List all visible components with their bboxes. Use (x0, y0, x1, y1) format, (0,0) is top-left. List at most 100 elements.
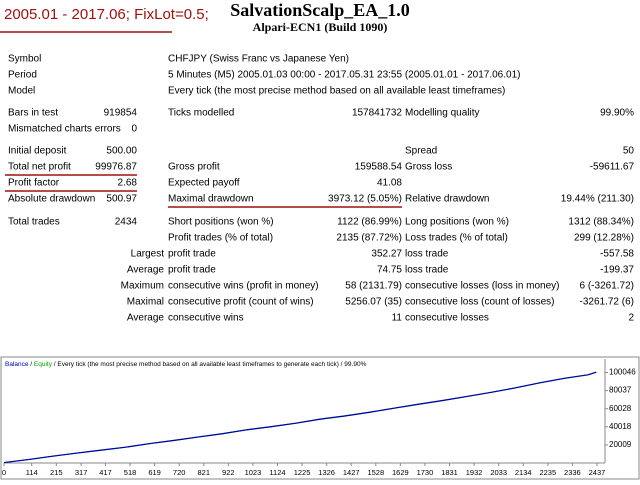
report-cell: consecutive losses (405, 313, 489, 324)
report-cell: 50 (623, 146, 635, 157)
report-cell: Total trades (8, 217, 60, 228)
report-cell: 500.97 (106, 194, 137, 205)
report-cell: Expected payoff (168, 178, 240, 189)
report-cell: loss trade (405, 249, 449, 260)
x-tick-label: 1023 (245, 468, 262, 477)
legend-separator: / (52, 361, 57, 368)
chart-panel (0, 356, 640, 480)
x-tick-label: 619 (148, 468, 161, 477)
report-cell: 2 (628, 313, 634, 324)
report-cell: 5 Minutes (M5) 2005.01.03 00:00 - 2017.0… (168, 70, 520, 81)
report-cell: Bars in test (8, 108, 58, 119)
y-tick-label: 80037 (609, 386, 632, 395)
report-cell: -3261.72 (6) (580, 297, 634, 308)
report-cell: Total net profit (8, 162, 71, 173)
x-tick-label: 1730 (417, 468, 434, 477)
legend-item: Every tick (the most precise method base… (57, 361, 338, 368)
report-cell: consecutive losses (loss in money) (405, 281, 560, 292)
x-tick-label: 518 (124, 468, 137, 477)
report-cell: -557.58 (600, 249, 634, 260)
report-cell: 99.90% (600, 108, 634, 119)
report-cell: Profit factor (8, 178, 60, 189)
report-cell: Average (127, 265, 165, 276)
report-cell: Relative drawdown (405, 194, 490, 205)
x-tick-label: 922 (222, 468, 235, 477)
report-cell: 299 (12.28%) (574, 233, 634, 244)
report-cell: Mismatched charts errors (8, 124, 121, 135)
report-cell: profit trade (168, 265, 216, 276)
report-cell: Profit trades (% of total) (168, 233, 273, 244)
x-tick-label: 1326 (318, 468, 335, 477)
report-cell: -199.37 (600, 265, 634, 276)
x-tick-label: 1831 (441, 468, 458, 477)
x-tick-label: 0 (2, 468, 6, 477)
report-cell: Gross loss (405, 162, 452, 173)
x-tick-label: 2437 (589, 468, 606, 477)
legend-item: 99.90% (344, 361, 366, 368)
report-cell: 6 (-3261.72) (580, 281, 634, 292)
x-tick-label: 1932 (466, 468, 483, 477)
report-cell: Long positions (won %) (405, 217, 509, 228)
report-cell: Maximal (127, 297, 164, 308)
y-tick-label: 60028 (609, 404, 632, 413)
legend: Balance / Equity / Every tick (the most … (5, 361, 367, 368)
legend-item: Balance (5, 361, 29, 368)
x-tick-label: 2033 (490, 468, 507, 477)
report-cell: 500.00 (106, 146, 137, 157)
report-cell: Every tick (the most precise method base… (168, 86, 505, 97)
report-cell: Maximum (121, 281, 164, 292)
report-cell: consecutive profit (count of wins) (168, 297, 314, 308)
report-cell: Ticks modelled (168, 108, 234, 119)
report-cell: consecutive wins (profit in money) (168, 281, 319, 292)
report-cell: CHFJPY (Swiss Franc vs Japanese Yen) (168, 54, 349, 65)
x-tick-label: 720 (173, 468, 186, 477)
report-cell: 352.27 (371, 249, 402, 260)
report-cell: Symbol (8, 54, 41, 65)
report-cell: 5256.07 (35) (345, 297, 402, 308)
report-cell: 2.68 (118, 178, 138, 189)
report-cell: 157841732 (352, 108, 402, 119)
report-cell: Largest (131, 249, 165, 260)
report-cell: 919854 (104, 108, 138, 119)
report-cell: Absolute drawdown (8, 194, 95, 205)
report-title: SalvationScalp_EA_1.0 (230, 0, 410, 20)
header-note: 2005.01 - 2017.06; FixLot=0.5; (4, 6, 209, 23)
series-line (3, 371, 597, 464)
x-tick-label: 2336 (564, 468, 581, 477)
y-tick-label: 100046 (609, 368, 636, 377)
report-cell: 2434 (115, 217, 138, 228)
legend-separator: / (29, 361, 34, 368)
x-tick-label: 417 (99, 468, 112, 477)
report-cell: 1122 (86.99%) (337, 217, 402, 228)
report-cell: loss trade (405, 265, 449, 276)
report-cell: consecutive wins (168, 313, 244, 324)
report-cell: 58 (2131.79) (345, 281, 402, 292)
report-cell: profit trade (168, 249, 216, 260)
report-cell: Initial deposit (8, 146, 67, 157)
x-tick-label: 821 (198, 468, 211, 477)
x-tick-label: 2134 (515, 468, 532, 477)
x-tick-label: 317 (75, 468, 88, 477)
report-cell: 159588.54 (355, 162, 403, 173)
x-tick-label: 215 (50, 468, 63, 477)
x-tick-label: 114 (26, 468, 38, 477)
chart: 20009 40018 60028 80037 100046 0 114 215 317 417 5… (2, 361, 636, 477)
report-cell: Short positions (won %) (168, 217, 274, 228)
report-cell: 0 (131, 124, 137, 135)
report-cell: -59611.67 (590, 162, 635, 173)
x-tick-label: 2235 (539, 468, 556, 477)
legend-separator: / (339, 361, 344, 368)
report-cell: Maximal drawdown (168, 194, 254, 205)
y-tick-label: 40018 (609, 422, 632, 431)
x-tick-label: 1427 (343, 468, 360, 477)
x-tick-label: 1528 (367, 468, 384, 477)
report-cell: 19.44% (211.30) (561, 194, 634, 205)
report-cell: consecutive loss (count of losses) (405, 297, 555, 308)
report-cell: Average (127, 313, 165, 324)
report-cell: 11 (392, 313, 403, 324)
report-subtitle: Alpari-ECN1 (Build 1090) (253, 20, 388, 34)
report-cell: Spread (405, 146, 437, 157)
report-cell: Modelling quality (405, 108, 480, 119)
report-cell: 74.75 (377, 265, 402, 276)
